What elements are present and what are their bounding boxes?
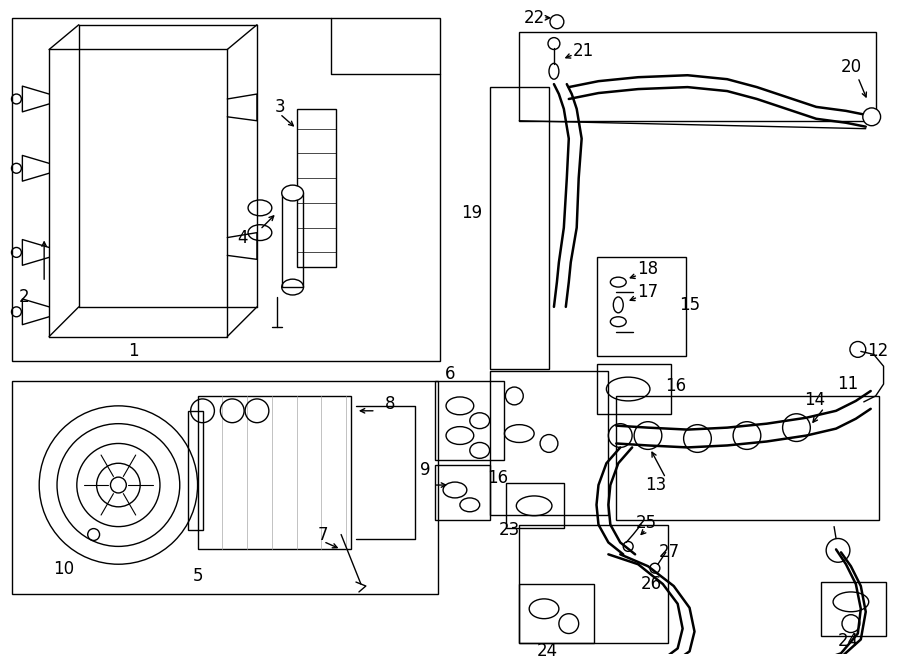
Bar (282, 193, 303, 287)
Bar (436, 381, 504, 460)
Text: 20: 20 (841, 58, 861, 76)
Text: 9: 9 (420, 461, 430, 479)
Bar (188, 410, 202, 529)
Bar (519, 584, 593, 643)
Bar (436, 465, 490, 520)
Text: 1: 1 (128, 342, 139, 360)
Text: 27: 27 (659, 543, 680, 561)
Bar (13, 381, 438, 594)
Bar (519, 525, 668, 643)
Bar (519, 32, 876, 121)
Text: 25: 25 (635, 514, 657, 531)
Circle shape (111, 477, 126, 493)
Text: 17: 17 (637, 283, 659, 301)
Text: 24: 24 (536, 642, 558, 660)
Text: 16: 16 (487, 469, 508, 487)
Bar (616, 396, 878, 520)
Circle shape (863, 108, 880, 126)
Bar (198, 396, 351, 549)
Text: 16: 16 (665, 377, 687, 395)
Text: 14: 14 (804, 391, 824, 409)
Ellipse shape (282, 185, 303, 201)
Text: 2: 2 (19, 288, 30, 306)
Text: 21: 21 (573, 42, 594, 60)
Bar (297, 109, 337, 267)
Bar (490, 371, 608, 515)
Text: 8: 8 (385, 395, 396, 413)
Text: 26: 26 (641, 575, 662, 593)
Text: 11: 11 (837, 375, 859, 393)
Text: 6: 6 (445, 365, 455, 383)
Bar (597, 364, 670, 414)
Text: 22: 22 (524, 9, 544, 27)
Bar (507, 483, 563, 527)
Text: 12: 12 (867, 342, 888, 360)
Text: 10: 10 (53, 560, 75, 578)
Text: 4: 4 (237, 229, 248, 247)
Text: 23: 23 (499, 521, 520, 539)
Bar (13, 18, 440, 362)
Bar (821, 582, 886, 637)
Text: 15: 15 (679, 296, 700, 314)
Bar (490, 87, 549, 369)
Text: 7: 7 (318, 525, 328, 543)
Text: 24: 24 (837, 633, 859, 650)
Bar (597, 257, 686, 356)
Text: 13: 13 (645, 476, 667, 494)
Text: 5: 5 (193, 567, 202, 585)
Text: 18: 18 (637, 260, 659, 278)
Text: 19: 19 (461, 204, 482, 222)
Text: 3: 3 (274, 98, 285, 116)
Circle shape (550, 15, 563, 28)
